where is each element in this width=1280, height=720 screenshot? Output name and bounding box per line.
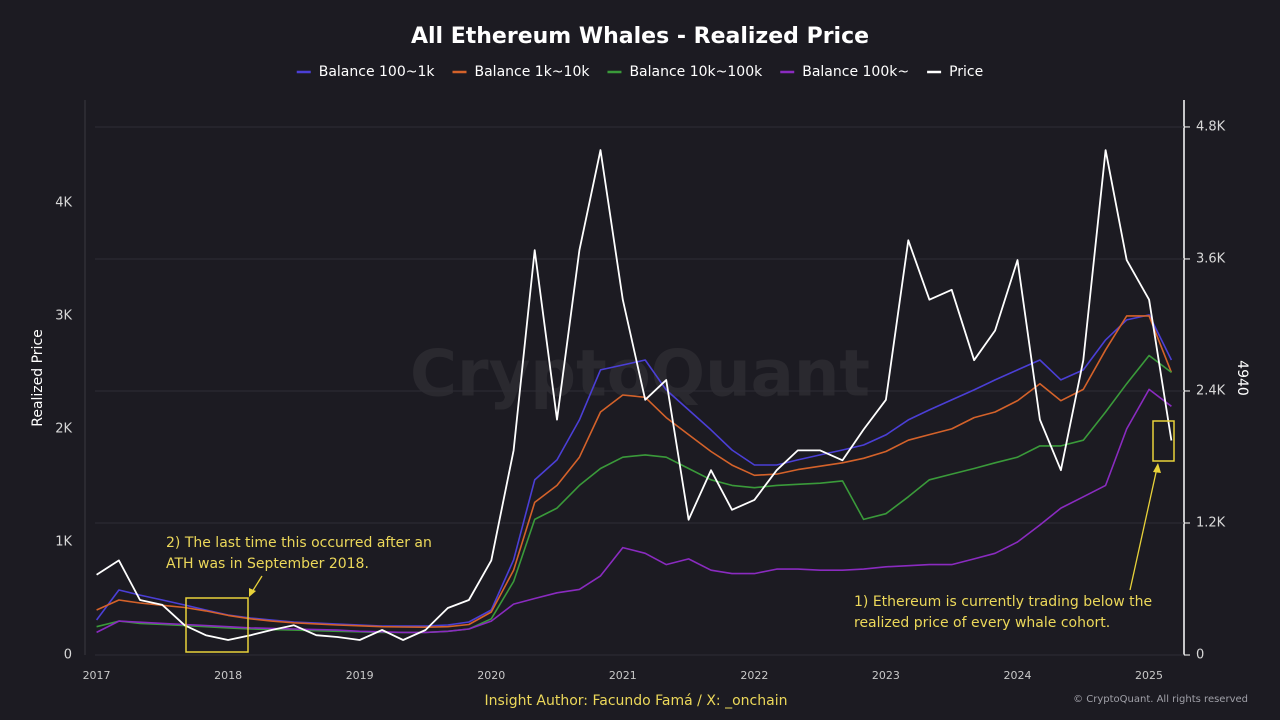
legend-label: Price [949,64,983,80]
x-tick-label: 2020 [477,669,505,682]
y2-tick-label: 0 [1196,648,1204,663]
footer: Insight Author: Facundo Famá / X: _oncha… [485,693,788,709]
legend-label: Balance 100k~ [802,64,909,80]
highlight-box [1152,420,1175,462]
legend-label: Balance 100~1k [319,64,436,80]
legend-label: Balance 1k~10k [475,64,591,80]
annotation: 1) Ethereum is currently trading below t… [854,594,1152,610]
y2-axis-label: 4940 [1234,360,1250,396]
y2-tick-label: 4.8K [1196,119,1226,134]
y2-tick-label: 1.2K [1196,515,1226,530]
annotation: ATH was in September 2018. [166,556,369,572]
annotation-arrow [251,575,263,593]
y-tick-label: 0 [64,648,72,663]
realized-price-line [95,314,1173,627]
x-tick-label: 2018 [214,669,242,682]
price-line [96,149,1173,641]
y2-tick-label: 2.4K [1196,383,1226,398]
x-tick-label: 2019 [346,669,374,682]
grid [95,126,1184,656]
y-tick-label: 3K [55,308,72,323]
x-tick-label: 2023 [872,669,900,682]
y-axis-label: Realized Price [30,329,46,427]
plot-area [95,149,1173,641]
annotation: realized price of every whale cohort. [854,615,1110,631]
y2-tick-label: 3.6K [1196,251,1226,266]
y-tick-label: 4K [55,195,72,210]
legend: Balance 100~1k Balance 1k~10k Balance 10k~… [296,64,983,80]
x-tick-label: 2021 [609,669,637,682]
annotation-arrow [1129,467,1158,591]
x-tick-label: 2022 [740,669,768,682]
x-tick-label: 2024 [1003,669,1031,682]
arrow-head [1153,463,1161,473]
x-tick-label: 2017 [83,669,111,682]
copyright: © CryptoQuant. All rights reserved [1073,694,1248,705]
annotation: 2) The last time this occurred after an [166,535,432,551]
chart-title: All Ethereum Whales - Realized Price [411,24,869,49]
x-tick-label: 2025 [1135,669,1163,682]
y-tick-label: 2K [55,421,72,436]
y-tick-label: 1K [55,534,72,549]
realized-price-line [96,315,1173,628]
highlight-box [185,597,249,653]
arrow-head [249,588,256,597]
legend-label: Balance 10k~100k [629,64,763,80]
